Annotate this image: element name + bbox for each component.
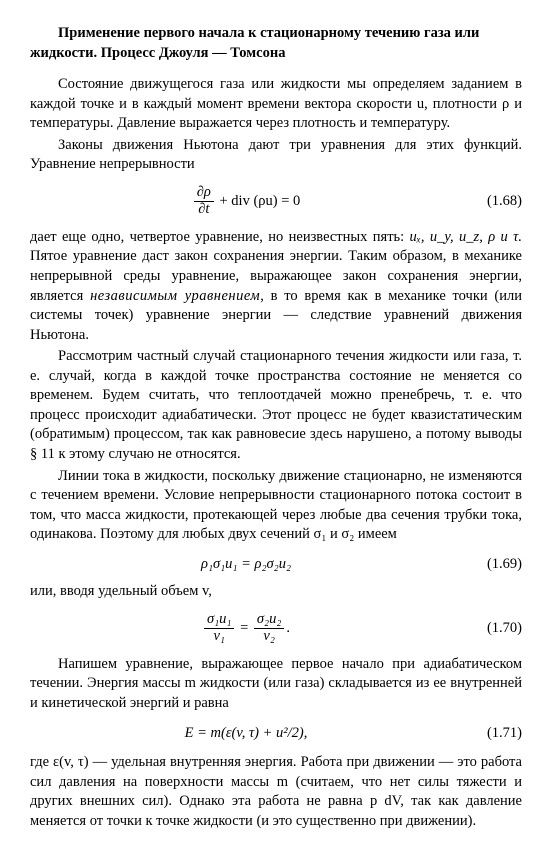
equation-3: σ₁u₁ v₁ = σ₂u₂ v₂ . (1.70) [30,612,522,645]
eq3-tail: . [286,620,290,636]
equation-2-body: ρ₁σ₁u₁ = ρ₂σ₂u₂ [30,555,462,575]
equation-3-number: (1.70) [462,619,522,639]
equation-1-number: (1.68) [462,192,522,212]
eq1-frac-top: ∂ρ [194,185,214,202]
equation-3-body: σ₁u₁ v₁ = σ₂u₂ v₂ . [30,612,462,645]
paragraph-6: или, вводя удельный объем v, [30,582,522,602]
p3-d: независимым уравнением [90,288,260,304]
paragraph-7: Напишем уравнение, выражающее первое нач… [30,655,522,714]
paragraph-8: где ε(v, τ) — удельная внутренняя энерги… [30,753,522,831]
section-heading: Применение первого начала к стационарном… [30,24,522,63]
equation-1-body: ∂ρ ∂t + div (ρu) = 0 [30,185,462,218]
equation-2-number: (1.69) [462,555,522,575]
eq3-l-top: σ₁u₁ [204,612,234,629]
equation-2: ρ₁σ₁u₁ = ρ₂σ₂u₂ (1.69) [30,555,522,575]
eq1-rest: + div (ρu) = 0 [216,193,300,209]
paragraph-1: Состояние движущегося газа или жидкости … [30,75,522,134]
eq3-r-bot: v₂ [254,629,284,645]
paragraph-4: Рассмотрим частный случай стационарного … [30,347,522,464]
paragraph-2: Законы движения Ньютона дают три уравнен… [30,136,522,175]
eq3-l-bot: v₁ [204,629,234,645]
paragraph-5: Линии тока в жидкости, поскольку движени… [30,467,522,545]
equation-4: E = m(ε(v, τ) + u²/2), (1.71) [30,724,522,744]
p3-b: uₓ, u_y, u_z, ρ и τ. [410,229,522,245]
p3-a: дает еще одно, четвертое уравнение, но н… [30,229,410,245]
equation-4-body: E = m(ε(v, τ) + u²/2), [30,724,462,744]
eq3-mid: = [236,620,251,636]
eq1-frac-bot: ∂t [194,202,214,218]
eq3-r-top: σ₂u₂ [254,612,284,629]
equation-1: ∂ρ ∂t + div (ρu) = 0 (1.68) [30,185,522,218]
equation-4-number: (1.71) [462,724,522,744]
paragraph-3: дает еще одно, четвертое уравнение, но н… [30,228,522,345]
